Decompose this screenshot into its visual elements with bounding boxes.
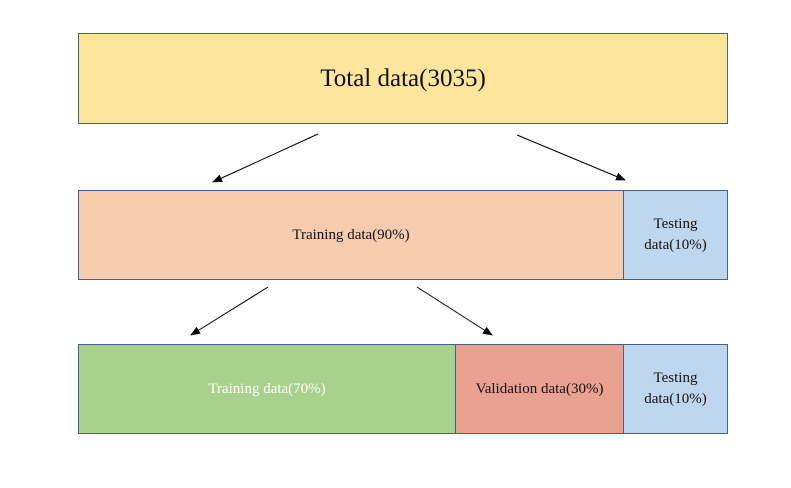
- total-data-label: Total data(3035): [320, 64, 486, 92]
- validation-data-label: Validation data(30%): [475, 380, 604, 397]
- arrow-total-to-training: [212, 133, 319, 183]
- training-data-70-label: Training data(70%): [208, 380, 326, 397]
- arrow-training-to-training-70: [190, 286, 269, 336]
- validation-data-box: Validation data(30%): [455, 344, 624, 434]
- arrow-total-to-testing: [516, 134, 626, 181]
- arrow-training-to-validation: [416, 286, 493, 336]
- testing-data-top-label: Testing data(10%): [644, 216, 707, 253]
- training-data-90-label: Training data(90%): [292, 226, 410, 243]
- testing-data-bottom-label: Testing data(10%): [644, 370, 707, 407]
- testing-data-box-bottom: Testing data(10%): [623, 344, 728, 434]
- training-data-90-box: Training data(90%): [78, 190, 624, 280]
- total-data-box: Total data(3035): [78, 33, 728, 124]
- training-data-70-box: Training data(70%): [78, 344, 456, 434]
- testing-data-box-top: Testing data(10%): [623, 190, 728, 280]
